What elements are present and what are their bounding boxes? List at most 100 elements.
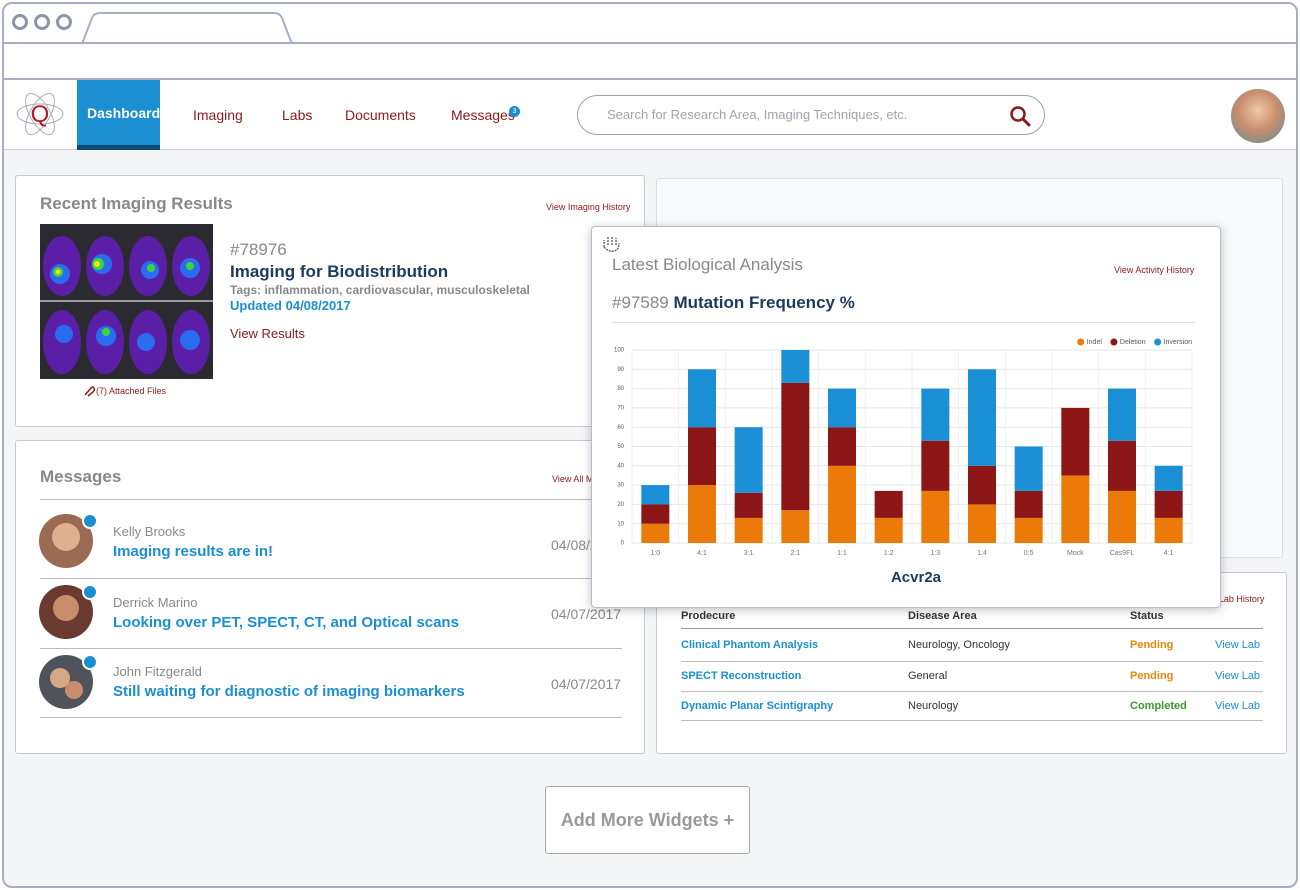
bar-segment [688, 427, 716, 486]
panel-link[interactable]: View Lab History [1197, 594, 1265, 604]
bar-segment [781, 382, 810, 511]
y-tick-label: 100 [614, 348, 625, 354]
imaging-name[interactable]: Imaging for Biodistribution [230, 262, 449, 281]
user-avatar[interactable] [1230, 88, 1286, 144]
panel-link[interactable]: View Imaging History [546, 202, 631, 212]
panel-link[interactable]: View All Messages [552, 474, 627, 484]
x-tick-label: 2:1 [790, 550, 800, 557]
sender-avatar [39, 584, 98, 639]
legend-label: Deletion [1120, 339, 1146, 346]
y-tick-label: 70 [617, 405, 624, 411]
x-tick-label: 1:3 [930, 550, 940, 557]
bar-segment [968, 465, 996, 505]
window-button[interactable] [56, 14, 72, 30]
nav-item[interactable]: Imaging [193, 107, 243, 123]
bar-segment [641, 523, 670, 543]
view-lab[interactable]: View Lab [1215, 639, 1261, 651]
search-box[interactable]: Search for Research Area, Imaging Techni… [577, 95, 1045, 135]
bar-segment [828, 388, 856, 428]
panel-title: Recent Imaging Results [40, 194, 233, 213]
bar-segment [968, 369, 996, 466]
window-button[interactable] [34, 14, 50, 30]
bar-segment [781, 510, 810, 543]
nav-item[interactable]: Documents [345, 107, 416, 123]
disease-area: General [908, 670, 948, 682]
sender-avatar [39, 654, 98, 709]
bar-segment [688, 485, 716, 543]
analysis-popup[interactable]: Latest Biological Analysis View Activity… [591, 226, 1221, 608]
x-tick-label: 1:1 [837, 550, 847, 557]
window-button[interactable] [12, 14, 28, 30]
search-icon[interactable] [1009, 105, 1031, 127]
bar-segment [641, 485, 670, 505]
x-tick-label: Mock [1067, 550, 1084, 557]
imaging-tags: Tags: inflammation, cardiovascular, musc… [230, 283, 530, 297]
bar-segment [874, 490, 903, 518]
procedure[interactable]: SPECT Reconstruction [681, 670, 802, 682]
message-row[interactable]: John Fitzgerald Still waiting for diagno… [16, 648, 646, 716]
y-tick-label: 80 [617, 386, 624, 392]
divider [681, 720, 1263, 721]
sender-name: Derrick Marino [113, 595, 198, 610]
legend-swatch [1110, 338, 1118, 346]
message-row[interactable]: Derrick Marino Looking over PET, SPECT, … [16, 578, 646, 648]
nav-item[interactable]: Labs [282, 107, 313, 123]
table-header: Prodecure [681, 610, 736, 622]
imaging-id: #78976 [230, 240, 287, 259]
table-header: Status [1130, 610, 1164, 622]
nav-bar: Q Dashboard Imaging Labs Documents Messa… [4, 80, 1296, 150]
attachments-link[interactable]: (7) Attached Files [96, 386, 167, 396]
divider [40, 717, 622, 718]
bar-segment [1108, 490, 1136, 543]
bar-segment [1061, 407, 1090, 476]
x-tick-label: 3:1 [744, 550, 754, 557]
messages-panel: Messages View All Messages Kelly Brooks … [15, 440, 645, 754]
x-tick-label: Cas9FL [1110, 550, 1135, 557]
drag-handle[interactable] [600, 233, 622, 253]
nav-item[interactable]: Messages [451, 107, 515, 123]
y-tick-label: 40 [617, 463, 624, 469]
paperclip-icon [84, 386, 95, 397]
logo[interactable]: Q [14, 88, 66, 140]
view-lab[interactable]: View Lab [1215, 670, 1261, 682]
bar-segment [1108, 440, 1136, 491]
divider [40, 499, 622, 500]
message-text[interactable]: Looking over PET, SPECT, CT, and Optical… [113, 614, 459, 631]
bar-segment [734, 427, 763, 493]
bar-segment [921, 440, 950, 491]
divider [681, 628, 1263, 629]
imaging-thumbnail[interactable] [40, 224, 213, 379]
message-text[interactable]: Imaging results are in! [113, 543, 274, 560]
message-date: 04/07/2017 [551, 606, 622, 622]
panel-link[interactable]: View Activity History [1114, 265, 1195, 275]
nav-item[interactable]: Dashboard [77, 80, 160, 150]
view-lab[interactable]: View Lab [1215, 700, 1261, 712]
view-results[interactable]: View Results [230, 326, 305, 341]
y-tick-label: 60 [617, 425, 624, 431]
browser-tab[interactable] [82, 12, 297, 44]
x-tick-label: 4:1 [697, 550, 707, 557]
search-placeholder: Search for Research Area, Imaging Techni… [607, 107, 908, 122]
procedure[interactable]: Clinical Phantom Analysis [681, 639, 819, 651]
bar-segment [828, 427, 856, 466]
imaging-panel: Recent Imaging Results View Imaging Hist… [15, 175, 645, 427]
message-text[interactable]: Still waiting for diagnostic of imaging … [113, 683, 465, 700]
status: Pending [1130, 639, 1174, 651]
divider [40, 578, 622, 579]
disease-area: Neurology, Oncology [908, 639, 1010, 651]
browser-chrome [4, 4, 1296, 80]
x-tick-label: 0:5 [1024, 550, 1034, 557]
bar-segment [1014, 490, 1043, 518]
sender-avatar [39, 513, 98, 568]
chart: Acvr2a 0 10 20 30 40 50 60 70 80 90 100 1:0 4:1 3:1 2:… [614, 338, 1193, 586]
message-date: 04/07/2017 [551, 676, 622, 692]
add-widgets-button[interactable]: Add More Widgets + [545, 786, 750, 854]
bar-segment [828, 465, 856, 543]
procedure[interactable]: Dynamic Planar Scintigraphy [681, 700, 834, 712]
message-row[interactable]: Kelly Brooks Imaging results are in! 04/… [16, 509, 646, 575]
divider [681, 691, 1263, 692]
panel-title: Latest Biological Analysis [612, 255, 803, 274]
analysis-heading: #97589 Mutation Frequency % [612, 293, 855, 313]
legend-swatch [1154, 338, 1162, 346]
